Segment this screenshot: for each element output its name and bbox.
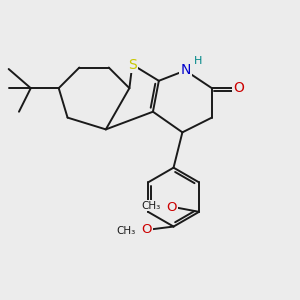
Text: H: H (194, 56, 202, 66)
Text: N: N (180, 64, 190, 77)
Text: CH₃: CH₃ (142, 201, 161, 211)
Text: CH₃: CH₃ (116, 226, 136, 236)
Text: O: O (167, 201, 177, 214)
Text: S: S (128, 58, 137, 72)
Text: O: O (233, 81, 244, 95)
Text: O: O (141, 223, 152, 236)
